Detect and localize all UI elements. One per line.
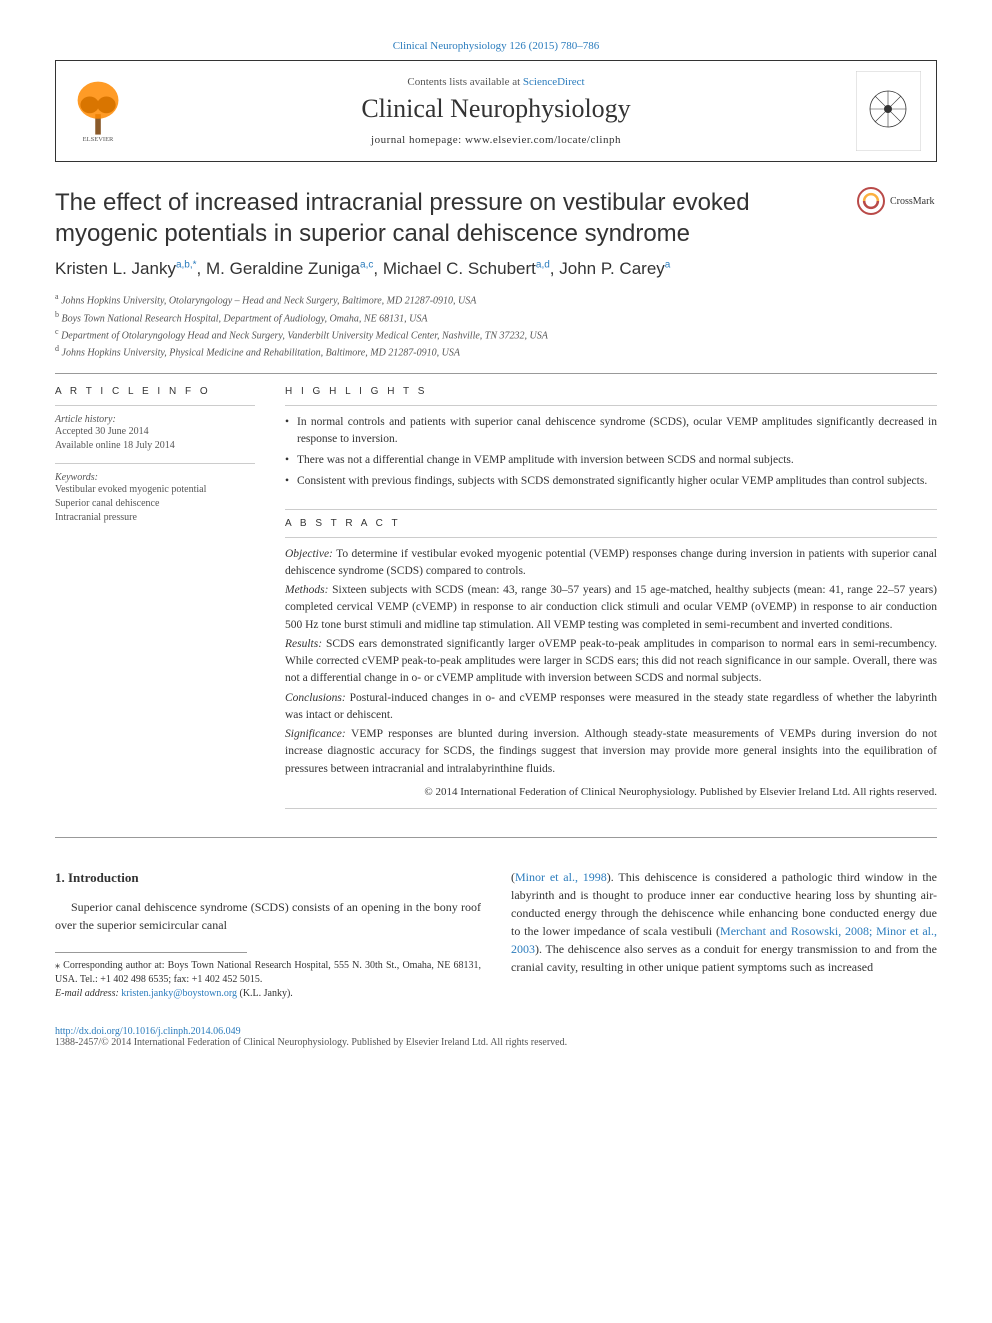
info-divider	[55, 463, 255, 464]
left-column: 1. Introduction Superior canal dehiscenc…	[55, 868, 481, 1001]
contents-line: Contents lists available at ScienceDirec…	[151, 76, 841, 88]
significance-lead: Significance:	[285, 728, 346, 740]
author: M. Geraldine Zunigaa,c	[206, 259, 373, 278]
section-divider	[55, 373, 937, 374]
results-text: SCDS ears demonstrated significantly lar…	[285, 638, 937, 685]
sciencedirect-link[interactable]: ScienceDirect	[523, 76, 585, 88]
info-divider	[55, 405, 255, 406]
highlights-list: In normal controls and patients with sup…	[285, 414, 937, 491]
contents-prefix: Contents lists available at	[407, 76, 522, 88]
accepted-date: Accepted 30 June 2014	[55, 426, 149, 437]
right-column: (Minor et al., 1998). This dehiscence is…	[511, 868, 937, 1001]
crossmark-badge[interactable]: CrossMark	[857, 187, 937, 215]
affiliation-row: a Johns Hopkins University, Otolaryngolo…	[55, 291, 937, 308]
intro-paragraph-1: Superior canal dehiscence syndrome (SCDS…	[55, 898, 481, 934]
methods-text: Sixteen subjects with SCDS (mean: 43, ra…	[285, 584, 937, 631]
author-list: Kristen L. Jankya,b,*, M. Geraldine Zuni…	[55, 259, 937, 279]
available-date: Available online 18 July 2014	[55, 440, 175, 451]
keyword: Superior canal dehiscence	[55, 498, 159, 509]
conclusions-lead: Conclusions:	[285, 692, 346, 704]
abstract-top-divider	[285, 509, 937, 510]
affiliation-row: d Johns Hopkins University, Physical Med…	[55, 343, 937, 360]
intro-heading: 1. Introduction	[55, 868, 481, 888]
keyword: Intracranial pressure	[55, 512, 137, 523]
elsevier-tree-icon: ELSEVIER	[71, 77, 126, 142]
corresponding-author: ⁎ Corresponding author at: Boys Town Nat…	[55, 959, 481, 987]
citation-link[interactable]: Clinical Neurophysiology 126 (2015) 780–…	[393, 40, 600, 52]
highlight-item: There was not a differential change in V…	[285, 452, 937, 469]
journal-cover-thumbnail	[856, 71, 921, 151]
highlight-item: Consistent with previous findings, subje…	[285, 473, 937, 490]
abstract-bottom-divider	[285, 808, 937, 809]
issn-copyright: 1388-2457/© 2014 International Federatio…	[55, 1037, 567, 1048]
article-title: The effect of increased intracranial pre…	[55, 187, 837, 249]
author: Kristen L. Jankya,b,*	[55, 259, 197, 278]
history-heading: Article history:	[55, 414, 255, 425]
doi-link[interactable]: http://dx.doi.org/10.1016/j.clinph.2014.…	[55, 1026, 241, 1037]
svg-text:ELSEVIER: ELSEVIER	[83, 136, 114, 142]
objective-text: To determine if vestibular evoked myogen…	[285, 548, 937, 577]
abstract-copyright: © 2014 International Federation of Clini…	[285, 784, 937, 801]
col2-mid2: ). The dehiscence also serves as a condu…	[511, 942, 937, 974]
footnotes: ⁎ Corresponding author at: Boys Town Nat…	[55, 959, 481, 1001]
conclusions-text: Postural-induced changes in o- and cVEMP…	[285, 692, 937, 721]
abstract-divider	[285, 537, 937, 538]
article-info-heading: A R T I C L E I N F O	[55, 386, 255, 397]
author-email-link[interactable]: kristen.janky@boystown.org	[121, 988, 237, 999]
significance-text: VEMP responses are blunted during invers…	[285, 728, 937, 775]
abstract-heading: A B S T R A C T	[285, 518, 937, 529]
intro-paragraph-2: (Minor et al., 1998). This dehiscence is…	[511, 868, 937, 976]
author-affil-sup: a	[665, 260, 671, 271]
journal-name: Clinical Neurophysiology	[151, 94, 841, 124]
abstract-body: Objective: To determine if vestibular ev…	[285, 546, 937, 801]
author-affil-sup: a,c	[360, 260, 373, 271]
footnote-rule	[55, 952, 247, 953]
author: Michael C. Schuberta,d	[383, 259, 550, 278]
keywords-heading: Keywords:	[55, 472, 255, 483]
highlights-heading: H I G H L I G H T S	[285, 386, 937, 397]
highlight-item: In normal controls and patients with sup…	[285, 414, 937, 449]
results-lead: Results:	[285, 638, 322, 650]
journal-homepage: journal homepage: www.elsevier.com/locat…	[151, 134, 841, 146]
journal-header: ELSEVIER Contents lists available at Sci…	[55, 60, 937, 162]
history-dates: Accepted 30 June 2014 Available online 1…	[55, 425, 255, 453]
author: John P. Careya	[559, 259, 670, 278]
email-row: E-mail address: kristen.janky@boystown.o…	[55, 987, 481, 1001]
author-affil-sup: a,b,*	[176, 260, 197, 271]
affiliations: a Johns Hopkins University, Otolaryngolo…	[55, 291, 937, 360]
elsevier-logo: ELSEVIER	[71, 77, 136, 146]
reference-link[interactable]: Minor et al., 1998	[515, 870, 607, 884]
email-suffix: (K.L. Janky).	[237, 988, 293, 999]
body-columns: 1. Introduction Superior canal dehiscenc…	[55, 868, 937, 1001]
article-info-sidebar: A R T I C L E I N F O Article history: A…	[55, 386, 255, 818]
journal-citation: Clinical Neurophysiology 126 (2015) 780–…	[55, 40, 937, 52]
crossmark-label: CrossMark	[890, 196, 934, 207]
keywords-list: Vestibular evoked myogenic potential Supe…	[55, 483, 255, 525]
keyword: Vestibular evoked myogenic potential	[55, 484, 206, 495]
crossmark-icon	[857, 187, 885, 215]
email-lead: E-mail address:	[55, 988, 121, 999]
methods-lead: Methods:	[285, 584, 328, 596]
author-affil-sup: a,d	[536, 260, 550, 271]
objective-lead: Objective:	[285, 548, 333, 560]
affiliation-row: b Boys Town National Research Hospital, …	[55, 309, 937, 326]
body-divider	[55, 837, 937, 838]
footer-bar: http://dx.doi.org/10.1016/j.clinph.2014.…	[55, 1026, 937, 1048]
highlights-divider	[285, 405, 937, 406]
affiliation-row: c Department of Otolaryngology Head and …	[55, 326, 937, 343]
